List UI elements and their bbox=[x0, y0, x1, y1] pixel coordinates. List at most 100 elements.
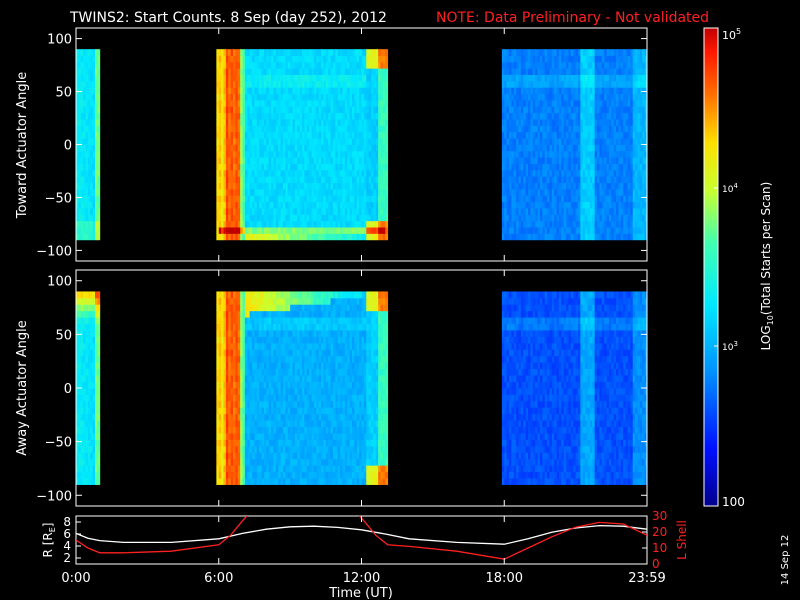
heatmap-cell bbox=[601, 112, 605, 120]
heatmap-cell bbox=[587, 150, 591, 158]
heatmap-cell bbox=[547, 163, 550, 171]
heatmap-cell bbox=[87, 100, 91, 107]
heatmap-cell bbox=[344, 195, 348, 203]
heatmap-cell bbox=[266, 100, 270, 107]
heatmap-cell bbox=[76, 233, 79, 241]
heatmap-cell bbox=[225, 439, 229, 447]
heatmap-cell bbox=[368, 125, 372, 133]
heatmap-cell bbox=[85, 220, 89, 228]
heatmap-cell bbox=[78, 176, 82, 184]
heatmap-cell bbox=[311, 233, 315, 241]
heatmap-cell bbox=[642, 201, 646, 209]
heatmap-cell bbox=[318, 208, 322, 215]
heatmap-cell bbox=[525, 233, 529, 241]
heatmap-cell bbox=[92, 61, 96, 69]
heatmap-cell bbox=[90, 445, 94, 453]
heatmap-cell bbox=[228, 471, 232, 479]
heatmap-cell bbox=[280, 61, 284, 69]
heatmap-cell bbox=[373, 201, 377, 209]
heatmap-cell bbox=[644, 100, 648, 107]
heatmap-cell bbox=[554, 201, 557, 209]
heatmap-cell bbox=[318, 125, 322, 133]
heatmap-cell bbox=[285, 227, 289, 234]
heatmap-cell bbox=[80, 176, 84, 184]
heatmap-cell bbox=[575, 157, 579, 164]
heatmap-cell bbox=[223, 74, 227, 82]
heatmap-cell bbox=[228, 125, 232, 133]
heatmap-cell bbox=[359, 61, 362, 69]
heatmap-cell bbox=[356, 201, 360, 209]
heatmap-cell bbox=[627, 220, 631, 228]
heatmap-cell bbox=[354, 208, 358, 215]
heatmap-cell bbox=[547, 93, 550, 101]
heatmap-cell bbox=[237, 375, 241, 382]
heatmap-cell bbox=[242, 169, 246, 177]
heatmap-cell bbox=[78, 291, 82, 299]
heatmap-cell bbox=[218, 388, 222, 395]
heatmap-cell bbox=[80, 342, 84, 350]
heatmap-cell bbox=[218, 445, 222, 453]
heatmap-cell bbox=[318, 119, 322, 126]
heatmap-cell bbox=[323, 119, 327, 126]
heatmap-cell bbox=[83, 131, 86, 139]
heatmap-cell bbox=[221, 342, 224, 350]
heatmap-cell bbox=[240, 323, 243, 331]
heatmap-cell bbox=[627, 144, 631, 152]
heatmap-cell bbox=[313, 144, 317, 152]
heatmap-cell bbox=[218, 381, 222, 389]
heatmap-cell bbox=[80, 336, 84, 344]
heatmap-cell bbox=[582, 214, 586, 222]
heatmap-cell bbox=[613, 119, 617, 126]
heatmap-cell bbox=[349, 227, 353, 234]
heatmap-cell bbox=[375, 144, 379, 152]
heatmap-cell bbox=[233, 452, 236, 460]
heatmap-cell bbox=[225, 169, 229, 177]
heatmap-cell bbox=[627, 169, 631, 177]
heatmap-cell bbox=[371, 93, 374, 101]
heatmap-cell bbox=[263, 100, 267, 107]
heatmap-cell bbox=[304, 80, 308, 88]
heatmap-cell bbox=[85, 61, 89, 69]
heatmap-cell bbox=[618, 100, 622, 107]
heatmap-cell bbox=[573, 188, 577, 196]
heatmap-cell bbox=[563, 131, 567, 139]
heatmap-cell bbox=[254, 131, 258, 139]
heatmap-cell bbox=[539, 163, 543, 171]
heatmap-cell bbox=[87, 176, 91, 184]
heatmap-cell bbox=[237, 119, 241, 126]
heatmap-cell bbox=[216, 388, 220, 395]
heatmap-cell bbox=[332, 182, 336, 190]
heatmap-cell bbox=[635, 119, 638, 126]
heatmap-cell bbox=[323, 220, 327, 228]
heatmap-cell bbox=[259, 233, 262, 241]
heatmap-cell bbox=[509, 201, 512, 209]
heatmap-cell bbox=[525, 119, 529, 126]
heatmap-cell bbox=[318, 49, 322, 56]
heatmap-cell bbox=[568, 119, 572, 126]
heatmap-cell bbox=[532, 233, 536, 241]
heatmap-cell bbox=[597, 144, 600, 152]
heatmap-cell bbox=[92, 227, 96, 234]
heatmap-cell bbox=[568, 68, 572, 75]
heatmap-cell bbox=[271, 119, 274, 126]
heatmap-cell bbox=[292, 61, 296, 69]
heatmap-cell bbox=[589, 119, 593, 126]
heatmap-cell bbox=[337, 182, 341, 190]
heatmap-cell bbox=[504, 188, 508, 196]
heatmap-cell bbox=[228, 291, 232, 299]
heatmap-cell bbox=[316, 87, 320, 95]
heatmap-cell bbox=[237, 471, 241, 479]
heatmap-cell bbox=[630, 138, 634, 145]
heatmap-cell bbox=[530, 169, 534, 177]
heatmap-cell bbox=[537, 131, 541, 139]
heatmap-cell bbox=[323, 74, 327, 82]
heatmap-cell bbox=[558, 201, 562, 209]
heatmap-cell bbox=[349, 157, 353, 164]
heatmap-cell bbox=[266, 55, 270, 63]
heatmap-cell bbox=[551, 208, 555, 215]
heatmap-cell bbox=[385, 176, 389, 184]
heatmap-cell bbox=[639, 195, 643, 203]
heatmap-cell bbox=[642, 150, 646, 158]
heatmap-cell bbox=[252, 119, 255, 126]
heatmap-cell bbox=[254, 49, 258, 56]
